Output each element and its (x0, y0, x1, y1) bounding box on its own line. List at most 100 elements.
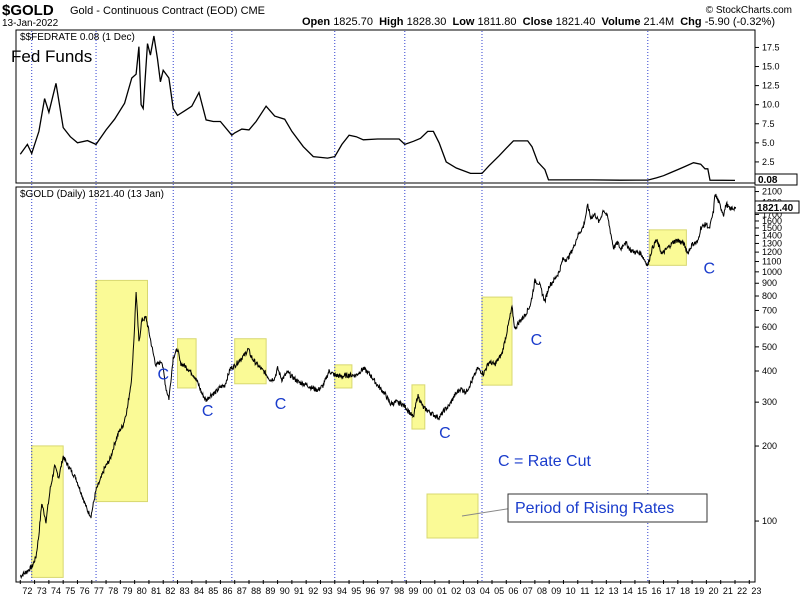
x-tick-label: 08 (537, 586, 547, 596)
gold-y-tick-label: 1200 (762, 247, 782, 257)
x-tick-label: 91 (294, 586, 304, 596)
x-tick-label: 96 (365, 586, 375, 596)
x-tick-label: 03 (466, 586, 476, 596)
x-tick-label: 89 (265, 586, 275, 596)
x-axis: 72 73 74 75 76 77 78 79 80 81 82 83 84 85 86 87 88 89 90 91… (19, 580, 761, 596)
ohlc-open-value: 1825.70 (333, 16, 373, 28)
chart-description-text: Gold - Continuous Contract (EOD) (70, 5, 238, 17)
x-tick-label: 06 (508, 586, 518, 596)
x-tick-label: 73 (37, 586, 47, 596)
chart-exchange: CME (240, 5, 266, 17)
x-tick-label: 75 (65, 586, 75, 596)
gold-y-tick-label: 200 (762, 441, 777, 451)
rising-legend-box (507, 493, 708, 523)
ohlc-chg-value: -5.90 (-0.32%) (704, 16, 775, 28)
gold-y-tick-label: 1100 (762, 257, 781, 267)
x-tick-label: 13 (608, 586, 618, 596)
gold-price-series (19, 193, 737, 580)
ohlc-high-label: High (379, 16, 404, 28)
x-tick-label: 18 (680, 586, 690, 596)
gold-y-tick-label: 1300 (762, 238, 782, 248)
gold-y-tick-label: 800 (762, 291, 777, 301)
fed-funds-annotation: Fed Funds (11, 47, 92, 66)
x-tick-label: 02 (451, 586, 461, 596)
gold-price-line (19, 193, 737, 580)
gold-y-tick-label: 1400 (762, 230, 782, 240)
fed-y-tick-label: 17.5 (762, 42, 780, 52)
x-tick-label: 79 (122, 586, 132, 596)
brand-credit: © StockCharts.com (705, 5, 792, 16)
gold-y-tick-label: 1000 (762, 267, 782, 277)
rising-legend-swatch (426, 493, 479, 539)
x-tick-label: 20 (709, 586, 719, 596)
x-tick-label: 76 (80, 586, 90, 596)
ohlc-volume-value: 21.4M (643, 16, 675, 28)
x-tick-label: 04 (480, 586, 490, 596)
x-tick-label: 77 (94, 586, 104, 596)
gold-y-tick-label: 500 (762, 342, 777, 352)
x-tick-label: 23 (751, 586, 761, 596)
x-tick-label: 78 (108, 586, 118, 596)
x-tick-label: 97 (380, 586, 390, 596)
x-tick-label: 07 (523, 586, 533, 596)
gold-y-tick-label: 300 (762, 397, 777, 407)
fed-y-tick-label: 5.0 (762, 138, 775, 148)
fed-y-tick-label: 7.5 (762, 119, 775, 129)
gold-series-label: $GOLD (Daily) 1821.40 (13 Jan) (20, 189, 164, 200)
x-tick-label: 93 (323, 586, 333, 596)
fed-y-tick-label: 10.0 (762, 100, 780, 110)
gold-y-tick-label: 1500 (762, 223, 782, 233)
chart-description: Gold - Continuous Contract (EOD) CME (70, 5, 265, 17)
x-tick-label: 92 (308, 586, 318, 596)
x-tick-label: 09 (551, 586, 561, 596)
ohlc-low-label: Low (452, 16, 475, 28)
gold-panel-frame (15, 186, 756, 583)
fed-last-value-text: 0.08 (758, 175, 778, 186)
chart-symbol: $GOLD (2, 2, 54, 19)
fed-y-tick-label: 12.5 (762, 81, 780, 91)
x-tick-label: 85 (208, 586, 218, 596)
x-tick-label: 94 (337, 586, 347, 596)
fed-funds-line (19, 35, 736, 182)
fed-funds-series (19, 35, 736, 182)
gold-y-tick-label: 600 (762, 322, 777, 332)
ohlc-close-label: Close (522, 16, 553, 28)
fed-last-value-badge: 0.08 (754, 173, 798, 186)
x-tick-label: 98 (394, 586, 404, 596)
ohlc-chg-label: Chg (680, 16, 702, 28)
rate-cut-marker-6: C (704, 261, 716, 278)
x-tick-label: 88 (251, 586, 261, 596)
gold-y-tick-label: 1600 (762, 216, 782, 226)
rate-cut-marker-1: C (158, 367, 170, 384)
ohlc-close-value: 1821.40 (555, 16, 596, 28)
fed-panel-frame (15, 29, 756, 184)
gold-y-tick-label: 2100 (762, 187, 782, 197)
fed-series-label: $$FEDRATE 0.08 (1 Dec) (20, 32, 135, 43)
x-tick-label: 01 (437, 586, 447, 596)
x-tick-label: 21 (723, 586, 733, 596)
rising-legend-text: Period of Rising Rates (515, 500, 674, 517)
rate-cut-marker-5: C (531, 332, 543, 349)
gold-y-tick-label: 900 (762, 278, 777, 288)
fed-y-tick-label: 2.5 (762, 157, 775, 167)
gold-last-value-box (754, 200, 800, 214)
rate-cut-marker-3: C (275, 396, 287, 413)
x-tick-label: 12 (594, 586, 604, 596)
x-tick-label: 83 (180, 586, 190, 596)
fed-last-value-box (754, 173, 798, 186)
x-tick-label: 80 (137, 586, 147, 596)
fed-y-tick-label: 15.0 (762, 62, 780, 72)
x-tick-label: 84 (194, 586, 204, 596)
rising-rates-legend: Period of Rising Rates (426, 493, 708, 539)
gold-y-tick-label: 400 (762, 366, 777, 376)
x-tick-label: 16 (651, 586, 661, 596)
x-tick-label: 17 (666, 586, 676, 596)
gold-y-tick-label: 700 (762, 305, 777, 315)
x-tick-label: 82 (165, 586, 175, 596)
gold-y-axis: 2100190018001700160015001400130012001100… (755, 187, 782, 526)
x-tick-label: 10 (566, 586, 576, 596)
x-tick-label: 90 (280, 586, 290, 596)
gold-y-tick-label: 1700 (762, 209, 782, 219)
